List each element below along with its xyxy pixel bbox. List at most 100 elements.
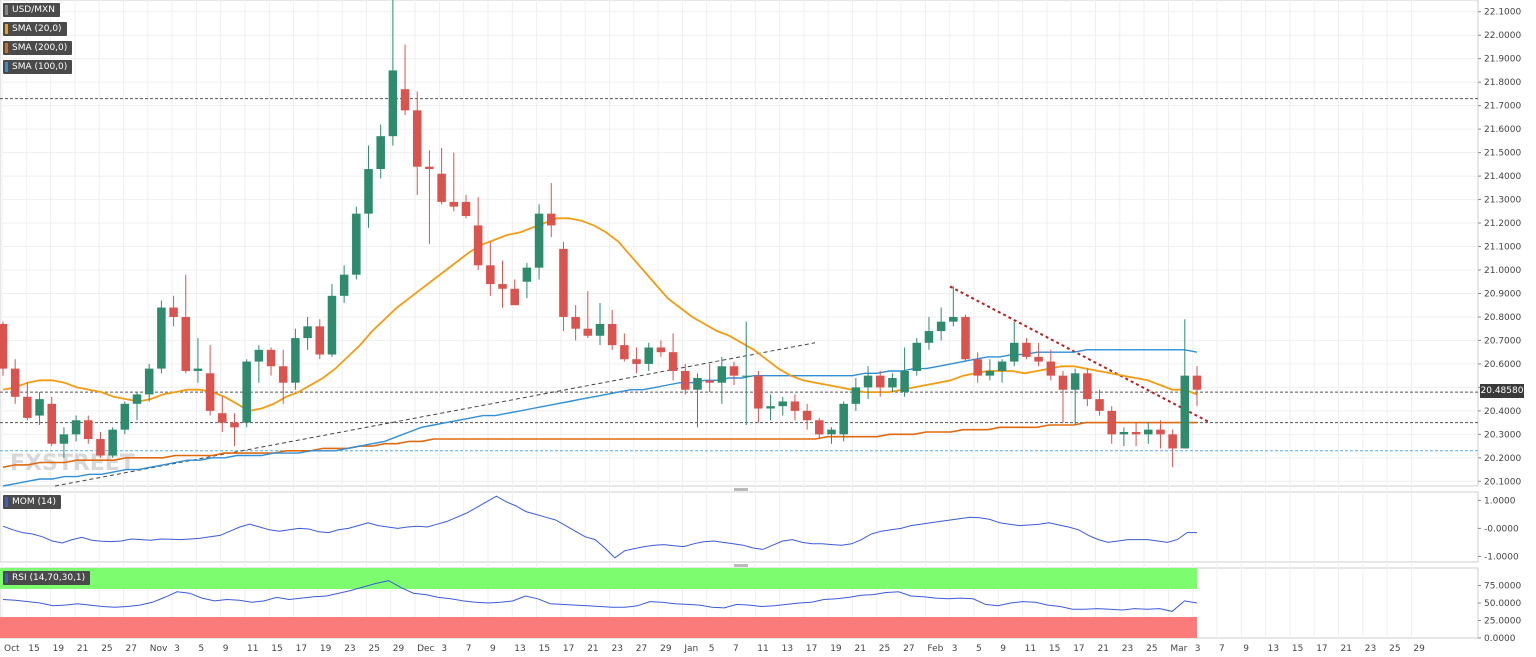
bullish-candle [997, 359, 1007, 383]
bearish-candle [571, 305, 580, 341]
mom-legend[interactable]: MOM (14) [3, 495, 61, 509]
sma200-legend[interactable]: SMA (200,0) [3, 41, 73, 55]
candle-body [59, 434, 69, 444]
candle-body [327, 295, 337, 355]
bearish-candle [656, 340, 666, 357]
bullish-candle [339, 265, 349, 303]
bullish-candle [108, 427, 117, 458]
bearish-candle [1192, 366, 1202, 407]
candle-body [997, 361, 1007, 371]
y-tick-label: 22.0000 [1484, 31, 1521, 41]
candle-body [900, 370, 909, 393]
bearish-candle [0, 321, 8, 376]
candle-body [303, 326, 312, 339]
candle-body [486, 265, 495, 285]
candle-body [827, 429, 836, 435]
x-tick-label: 17 [1073, 644, 1084, 654]
bearish-candle [461, 194, 471, 219]
rsi-label: RSI (14,70,30,1) [12, 573, 86, 583]
sma20-label: SMA (20,0) [12, 24, 62, 34]
candle-body [754, 375, 763, 409]
x-tick-label: 29 [660, 644, 672, 654]
candle-body [1083, 373, 1092, 400]
bullish-candle [1119, 427, 1129, 447]
bullish-candle [1009, 321, 1019, 367]
x-tick-label: 29 [1413, 644, 1425, 654]
bearish-candle [486, 241, 495, 296]
y-tick-label: 21.6000 [1484, 125, 1521, 135]
bearish-candle [218, 396, 227, 432]
candle-body [875, 375, 885, 388]
x-tick-label: 25 [1389, 644, 1400, 654]
candle-body [339, 274, 349, 296]
bearish-candle [47, 396, 56, 447]
bullish-candle [644, 342, 653, 371]
candle-body [985, 370, 995, 376]
y-tick-label: 21.8000 [1484, 78, 1521, 88]
candle-body [888, 378, 897, 388]
candle-body [1180, 375, 1190, 449]
bullish-candle [352, 206, 361, 280]
bullish-candle [778, 396, 788, 416]
candle-body [1144, 429, 1153, 435]
rsi-y-tick-label: 75.0000 [1484, 582, 1521, 592]
x-tick-label: Jan [683, 644, 698, 654]
bearish-candle [96, 432, 105, 458]
x-tick-label: Feb [927, 644, 943, 654]
bearish-candle [1034, 342, 1043, 367]
x-tick-label: 19 [830, 644, 842, 654]
candle-body [205, 373, 215, 411]
bullish-candle [936, 307, 946, 341]
candle-body [1156, 429, 1165, 435]
y-tick-label: 20.6000 [1484, 360, 1521, 370]
candle-body [108, 429, 117, 456]
mom-swatch [5, 497, 8, 507]
candle-body [84, 420, 93, 440]
candle-body [693, 378, 702, 390]
bearish-candle [961, 314, 970, 362]
x-tick-label: 21 [1341, 644, 1352, 654]
sma20-legend[interactable]: SMA (20,0) [3, 22, 67, 36]
bearish-candle [400, 44, 410, 116]
y-tick-label: 20.7000 [1484, 336, 1521, 346]
bullish-candle [254, 345, 264, 383]
bearish-candle [547, 183, 556, 238]
bullish-candle [144, 363, 154, 402]
x-tick-label: 15 [271, 644, 282, 654]
symbol-legend[interactable]: USD/MXN [3, 3, 60, 17]
x-tick-label: 3 [1195, 644, 1201, 654]
bearish-candle [754, 370, 763, 423]
candle-body [461, 201, 471, 216]
bullish-candle [863, 366, 873, 400]
x-tick-label: 9 [223, 644, 229, 654]
candle-body [181, 316, 191, 371]
rsi-legend[interactable]: RSI (14,70,30,1) [3, 571, 91, 585]
x-tick-label: 19 [53, 644, 65, 654]
x-tick-label: 7 [733, 644, 739, 654]
bearish-candle [10, 359, 20, 404]
y-tick-label: 21.1000 [1484, 243, 1521, 253]
candle-body [0, 324, 8, 369]
x-tick-label: 13 [1268, 644, 1279, 654]
y-tick-label: 21.4000 [1484, 172, 1521, 182]
candle-body [498, 284, 507, 289]
sma100-swatch [5, 62, 8, 72]
candle-body [632, 359, 641, 364]
x-tick-label: 25 [879, 644, 890, 654]
bullish-candle [912, 338, 922, 376]
candle-body [218, 413, 227, 423]
bearish-candle [84, 415, 93, 444]
candle-body [1009, 342, 1019, 362]
candle-body [729, 366, 739, 376]
bearish-candle [583, 291, 593, 339]
bullish-candle [132, 392, 142, 421]
bullish-candle [851, 378, 861, 411]
y-tick-label: 21.5000 [1484, 149, 1521, 159]
candle-body [1022, 342, 1031, 357]
candle-body [656, 347, 666, 353]
candle-body [547, 213, 556, 226]
bullish-candle [303, 316, 312, 350]
candle-body [522, 267, 532, 282]
sma100-legend[interactable]: SMA (100,0) [3, 60, 73, 74]
bearish-candle [668, 333, 678, 381]
